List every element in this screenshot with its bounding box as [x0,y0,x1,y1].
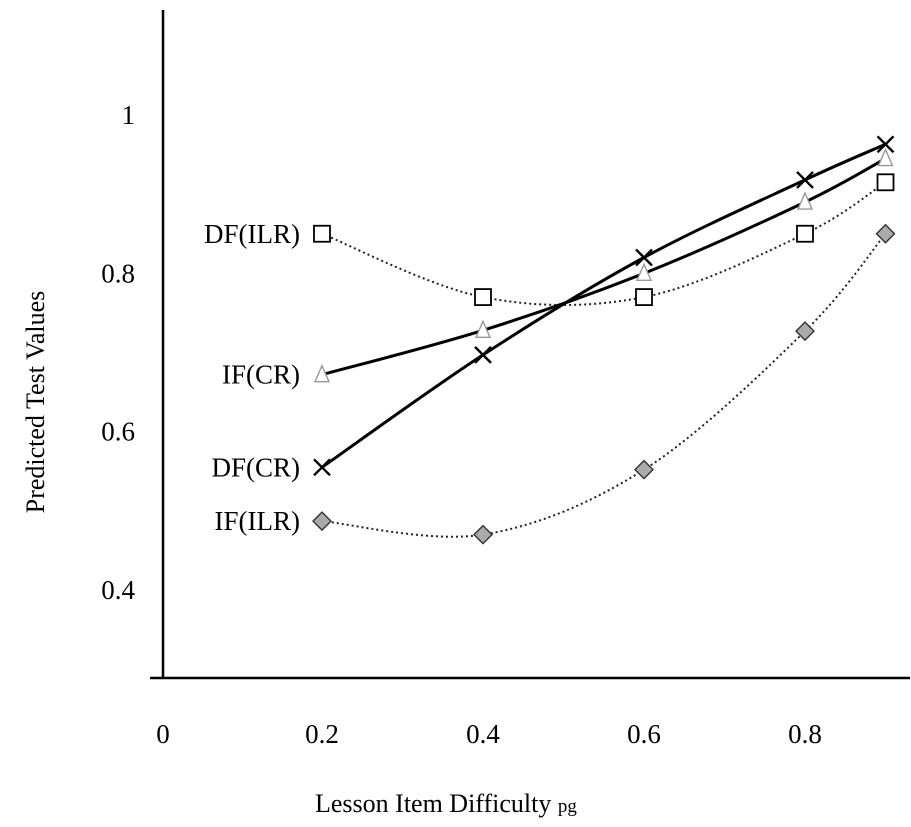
data-point [313,363,331,383]
y-tick-label: 1 [122,100,136,130]
data-point [796,224,814,243]
series-dfilr [313,173,895,306]
series-label: DF(CR) [211,452,300,482]
data-point [876,173,895,192]
x-tick-label: 0.4 [466,719,500,749]
data-point [875,223,896,244]
data-point [312,511,332,532]
series-line [321,142,887,469]
data-point [474,346,492,364]
y-tick-label: 0.8 [101,258,135,288]
labels: DF(ILR) IF(CR) DF(CR) IF(ILR) [204,219,300,536]
series-ifcr [313,147,894,383]
data-point [796,171,814,189]
data-point [877,147,894,167]
x-tick-label: 0 [156,719,170,749]
x-tick-label: 0.6 [627,719,661,749]
x-axis-title: Lesson Item Difficulty pg [315,789,577,818]
series-label: IF(CR) [222,360,300,390]
series-label: IF(ILR) [215,506,300,536]
y-axis-title: Predicted Test Values [21,291,50,514]
series-dfcr [313,135,895,477]
data-point [473,524,493,545]
x-tick-label: 0.2 [305,719,339,749]
data-point [313,458,331,477]
data-point [876,135,895,154]
y-tick-label: 0.6 [101,417,135,447]
data-point [795,321,815,342]
data-point-stroke [876,135,895,154]
data-point-stroke [313,458,331,477]
y-tick-label: 0.4 [101,575,135,605]
x-tick-label: 0.8 [788,719,822,749]
data-point [474,288,492,306]
data-point-stroke [474,346,492,364]
data-point-stroke [635,248,653,267]
series-ifilr [312,223,896,545]
data-point [313,224,331,243]
data-point [635,288,653,306]
series-label: DF(ILR) [204,219,300,249]
plot-area [312,135,896,545]
axes: 0.4 0.6 0.8 1 0 0.2 0.4 0.6 0.8 Lesson Item Diffi… [21,10,910,818]
data-point [635,262,653,282]
data-point [474,319,492,339]
data-point [634,459,654,480]
data-point [635,248,653,267]
data-point-stroke [796,171,814,189]
series-line [321,157,887,377]
data-point [796,191,814,210]
